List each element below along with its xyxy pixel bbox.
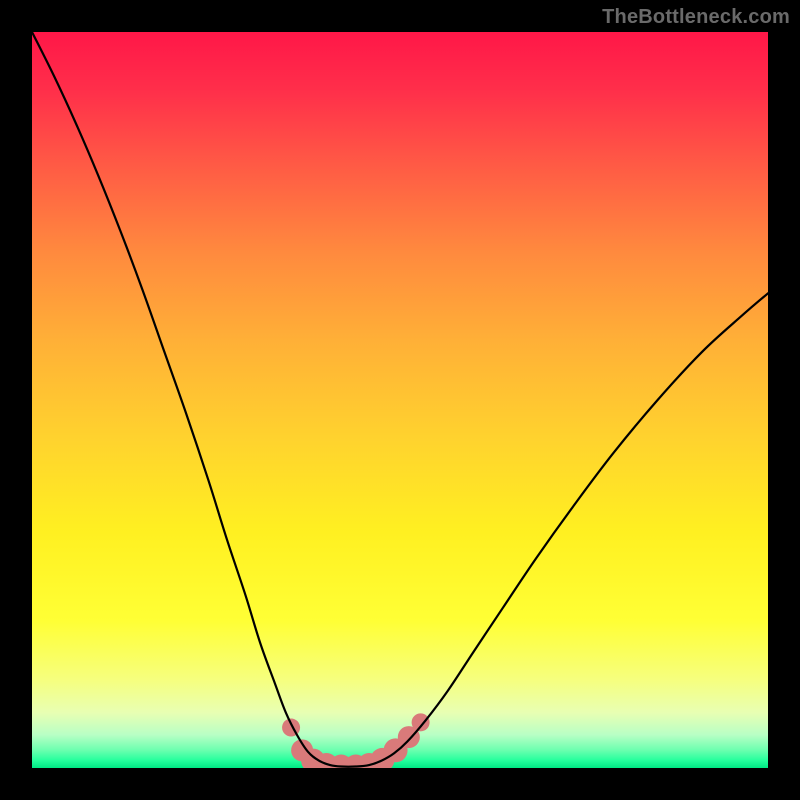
figure-root: TheBottleneck.com <box>0 0 800 800</box>
valley-marker <box>412 713 430 731</box>
bottleneck-curve-path <box>32 32 768 767</box>
bottleneck-chart <box>32 32 768 768</box>
watermark-text: TheBottleneck.com <box>602 6 790 29</box>
